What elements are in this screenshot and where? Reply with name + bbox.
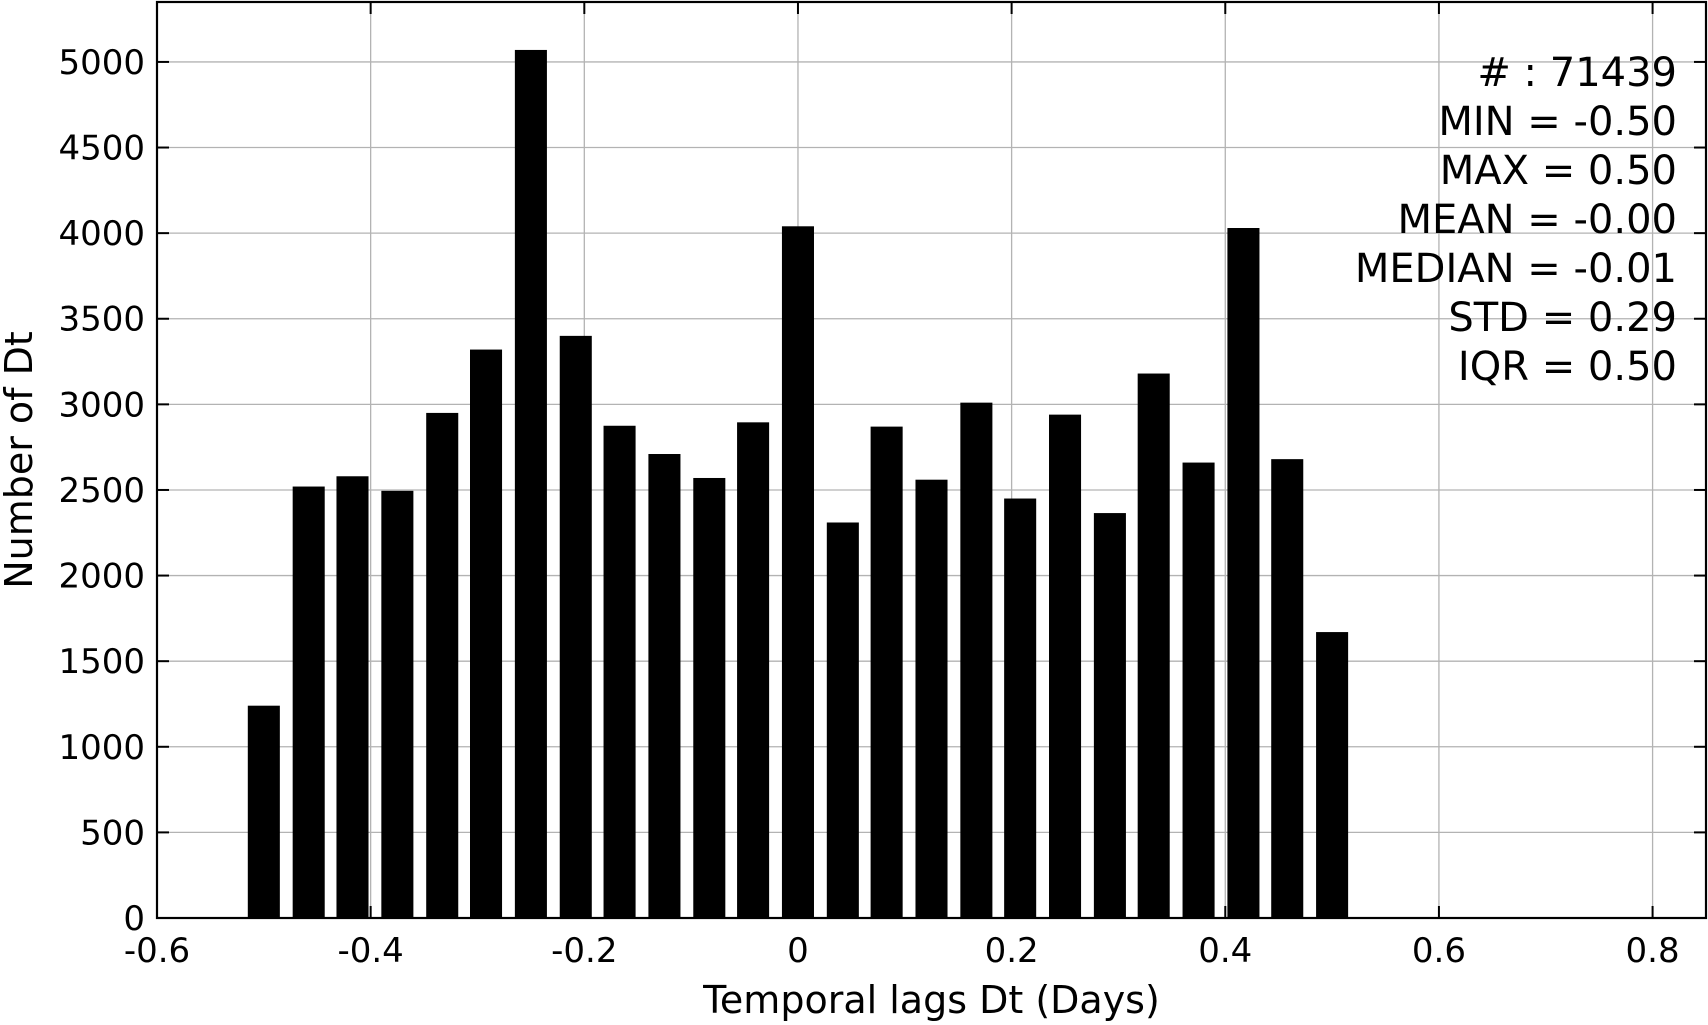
stat-line: MIN = -0.50 [1438,99,1677,145]
histogram-bar [559,335,592,919]
y-tick-label: 5000 [58,43,145,83]
histogram-bar [514,49,547,918]
histogram-bar [915,479,948,918]
histogram-bar [648,454,681,918]
x-tick-label: 0 [787,931,809,971]
y-tick-label: 4000 [58,214,145,254]
histogram-bar [1182,462,1215,918]
histogram-bar [470,349,503,918]
histogram-bar [737,422,770,918]
x-tick-label: 0.8 [1626,931,1680,971]
y-tick-label: 500 [80,813,145,853]
y-tick-label: 1500 [58,642,145,682]
histogram-bar [381,490,414,918]
bars [247,49,1349,919]
histogram-bar [693,477,726,918]
stat-line: STD = 0.29 [1448,295,1677,341]
y-tick-label: 4500 [58,129,145,169]
histogram-bar [1271,459,1304,918]
x-tick-label: -0.4 [337,931,403,971]
plot-frame [155,0,1708,920]
x-tick-label: 0.2 [985,931,1039,971]
histogram-bar [426,412,459,918]
stat-line: IQR = 0.50 [1458,344,1677,390]
x-axis-label: Temporal lags Dt (Days) [702,978,1160,1022]
y-tick-label: 2000 [58,557,145,597]
y-tick-labels: 0 500 1000 1500 2000 2500 3000 3500 4000 4500 5000 [58,43,145,939]
histogram-bar [247,705,280,918]
histogram-bar [336,476,369,918]
histogram-bar [1316,632,1349,918]
histogram-bar [960,402,993,918]
histogram-bar [1004,498,1037,918]
histogram-bar [1093,513,1126,918]
x-tick-label: -0.2 [551,931,617,971]
histogram-bar [1227,228,1260,919]
x-tick-label: 0.6 [1412,931,1466,971]
stat-line: # : 71439 [1477,50,1677,96]
x-tick-label: -0.6 [124,931,190,971]
tick-marks [156,2,1706,919]
y-tick-label: 3000 [58,385,145,425]
histogram-bar [1137,373,1170,918]
histogram-bar [826,522,859,918]
histogram-bar [292,486,325,918]
y-tick-label: 1000 [58,728,145,768]
stat-line: MEDIAN = -0.01 [1355,246,1677,292]
y-axis-label: Number of Dt [0,331,41,589]
x-tick-labels: -0.6 -0.4 -0.2 0 0.2 0.4 0.6 0.8 [124,931,1680,971]
histogram-bar [1049,414,1082,918]
histogram-bar [781,226,814,918]
histogram-bar [870,426,903,918]
histogram-bar [603,425,636,918]
stat-line: MEAN = -0.00 [1397,197,1677,243]
y-tick-label: 3500 [58,300,145,340]
y-tick-label: 0 [123,899,145,939]
x-tick-label: 0.4 [1198,931,1252,971]
stat-line: MAX = 0.50 [1440,148,1677,194]
y-tick-label: 2500 [58,471,145,511]
